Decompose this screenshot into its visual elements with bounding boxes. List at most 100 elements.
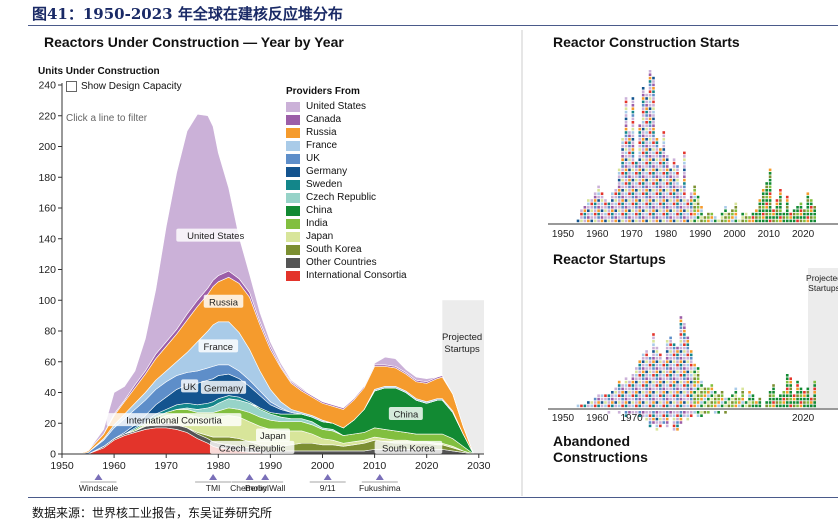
start-dot xyxy=(621,212,624,216)
startup-dot xyxy=(662,367,666,370)
start-dot xyxy=(635,195,638,199)
legend-item[interactable]: UK xyxy=(286,152,407,165)
abandoned-dot xyxy=(655,411,659,414)
start-dot xyxy=(799,212,803,216)
start-dot xyxy=(621,209,624,212)
legend-label: China xyxy=(306,205,333,216)
startup-dot xyxy=(758,401,762,404)
startup-dot xyxy=(785,377,789,380)
start-dot xyxy=(648,138,652,141)
start-dot xyxy=(645,134,648,138)
startup-dot xyxy=(713,397,717,401)
legend-label: Other Countries xyxy=(306,257,377,268)
start-dot xyxy=(631,202,635,206)
start-dot xyxy=(621,161,624,165)
abandoned-dot xyxy=(659,424,662,428)
start-dot xyxy=(628,144,631,148)
abandoned-dot xyxy=(713,411,717,414)
start-dot xyxy=(648,178,652,182)
start-dot xyxy=(652,182,655,185)
start-dot xyxy=(621,178,624,182)
start-dot xyxy=(686,199,690,202)
start-dot xyxy=(768,195,772,199)
start-dot xyxy=(597,212,600,216)
start-dot xyxy=(672,219,676,223)
start-dot xyxy=(604,206,607,209)
area-chart[interactable]: Projected Startups02040608010012014016018… xyxy=(28,28,520,498)
legend-item[interactable]: International Consortia xyxy=(286,269,407,282)
start-dot xyxy=(652,144,655,148)
start-dot xyxy=(604,216,607,219)
startup-dot xyxy=(600,404,604,408)
startup-dot xyxy=(686,340,690,343)
start-dot xyxy=(617,189,621,192)
start-dot xyxy=(624,168,628,172)
start-dot xyxy=(597,209,600,212)
startup-dot xyxy=(809,401,813,404)
legend-item[interactable]: Canada xyxy=(286,113,407,126)
start-dot xyxy=(761,195,765,199)
x-tick-label: 2020 xyxy=(415,460,439,472)
start-dot xyxy=(638,127,642,131)
start-dot xyxy=(641,148,645,151)
startup-dot xyxy=(652,397,655,401)
startup-dot xyxy=(652,333,655,336)
start-dot xyxy=(645,121,648,124)
legend-item[interactable]: India xyxy=(286,217,407,230)
startup-dot xyxy=(689,387,693,391)
legend-item[interactable]: Czech Republic xyxy=(286,191,407,204)
legend-item[interactable]: Germany xyxy=(286,165,407,178)
start-dot xyxy=(631,199,635,202)
startup-dot xyxy=(665,346,669,350)
startup-dot xyxy=(652,353,655,357)
start-dot xyxy=(696,209,700,212)
start-dot xyxy=(597,189,600,192)
startup-dot xyxy=(703,391,707,394)
startup-dot xyxy=(672,367,676,370)
abandoned-dot xyxy=(617,411,621,414)
startup-dot xyxy=(772,387,775,391)
start-dot xyxy=(696,202,700,206)
legend-item[interactable]: Other Countries xyxy=(286,256,407,269)
abandoned-dot xyxy=(665,417,669,421)
start-dot xyxy=(693,195,696,199)
start-dot xyxy=(611,219,614,223)
startup-dot xyxy=(659,387,662,391)
startup-dot xyxy=(679,353,683,357)
start-dot xyxy=(683,219,686,223)
start-dot xyxy=(583,206,587,209)
start-dot xyxy=(648,158,652,161)
start-dot xyxy=(748,216,751,219)
startup-dot xyxy=(789,380,792,384)
startup-dot xyxy=(659,401,662,404)
startup-dot xyxy=(652,340,655,343)
legend-item[interactable]: France xyxy=(286,139,407,152)
start-dot xyxy=(641,151,645,155)
start-dot xyxy=(621,175,624,178)
start-dot xyxy=(683,185,686,189)
start-dot xyxy=(775,212,779,216)
legend-item[interactable]: United States xyxy=(286,100,407,113)
event-label: Chernobyl xyxy=(230,483,269,493)
startup-dot xyxy=(717,404,720,408)
startup-dot xyxy=(621,387,624,391)
y-tick-label: 60 xyxy=(44,356,56,368)
startup-dot xyxy=(665,380,669,384)
startup-dot xyxy=(631,384,635,387)
legend-item[interactable]: Russia xyxy=(286,126,407,139)
start-dot xyxy=(765,192,768,195)
checkbox-icon[interactable] xyxy=(66,81,77,92)
design-capacity-toggle[interactable]: Show Design Capacity xyxy=(66,81,182,92)
legend-item[interactable]: Japan xyxy=(286,230,407,243)
legend-item[interactable]: South Korea xyxy=(286,243,407,256)
legend-item[interactable]: Sweden xyxy=(286,178,407,191)
startup-dot xyxy=(686,391,690,394)
startup-dot xyxy=(624,377,628,380)
start-dot xyxy=(631,175,635,178)
start-dot xyxy=(700,206,703,209)
start-dot xyxy=(659,161,662,165)
start-dot xyxy=(755,209,758,212)
start-dot xyxy=(648,172,652,175)
legend-item[interactable]: China xyxy=(286,204,407,217)
start-dot xyxy=(617,195,621,199)
